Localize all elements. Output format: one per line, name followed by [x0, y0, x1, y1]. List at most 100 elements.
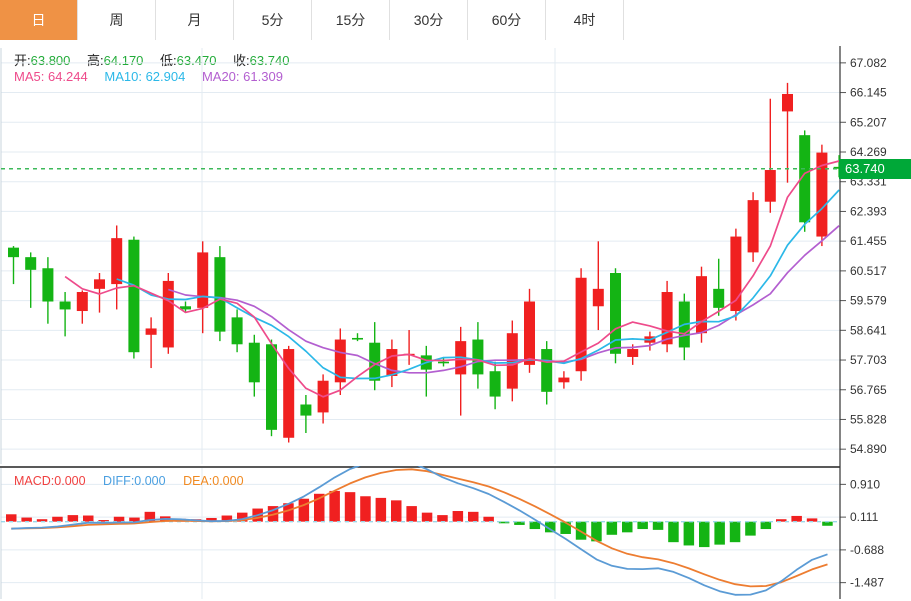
macd-axis-label: 0.910: [850, 477, 880, 491]
macd-histogram-bar: [591, 521, 602, 542]
macd-histogram-bar: [606, 521, 618, 535]
macd-histogram-bar: [314, 493, 325, 522]
macd-histogram-bar: [129, 517, 140, 522]
candle-body: [300, 404, 312, 416]
tab-4hour[interactable]: 4时: [546, 0, 624, 40]
price-chart-panel[interactable]: 67.082 66.145 65.207 64.269 63.331 62.393 61.4…: [0, 46, 911, 466]
macd-histogram-bar: [560, 521, 571, 534]
macd-histogram-bar: [421, 512, 433, 522]
open-value: 63.800: [30, 53, 71, 68]
candle-body: [111, 238, 123, 285]
ma10-value: 62.904: [145, 69, 186, 84]
ohlc-row: 开:63.800 高:64.170 低:63.470 收:63.740: [14, 50, 302, 69]
macd-label: MACD:: [14, 474, 55, 488]
macd-histogram-bar: [622, 521, 633, 533]
candle-body: [489, 371, 501, 397]
tab-week[interactable]: 周: [78, 0, 156, 40]
macd-histogram-bar: [514, 521, 525, 525]
macd-value: 0.000: [54, 474, 86, 488]
macd-histogram-bar: [683, 521, 695, 546]
macd-histogram-bar: [637, 521, 648, 530]
candle-body: [799, 135, 811, 223]
low-value: 63.470: [176, 53, 217, 68]
macd-histogram-bar: [36, 519, 48, 522]
ma-row: MA5: 64.244 MA10: 62.904 MA20: 61.309: [14, 69, 296, 84]
candle-body: [197, 252, 209, 308]
macd-chart-panel[interactable]: 0.910 0.111 -0.688 -1.487 MACD:0.000 DIFF:0…: [0, 466, 911, 601]
tab-5min[interactable]: 5分: [234, 0, 312, 40]
candle-body: [764, 170, 776, 202]
open-label: 开:: [14, 53, 31, 68]
candle-body: [25, 257, 37, 270]
tab-day[interactable]: 日: [0, 0, 78, 40]
tab-60min[interactable]: 60分: [468, 0, 546, 40]
candle-body: [8, 247, 19, 258]
macd-histogram-bar: [745, 521, 756, 536]
macd-histogram-bar: [6, 514, 17, 522]
candle-body: [283, 349, 295, 438]
price-axis-label: 66.145: [850, 86, 887, 100]
ma20-label: MA20:: [201, 69, 240, 84]
low-label: 低:: [160, 53, 177, 68]
macd-histogram-bar: [652, 521, 664, 530]
diff-value: 0.000: [134, 474, 166, 488]
candle-body: [524, 301, 535, 365]
candle-body: [128, 239, 140, 353]
candle-body: [610, 272, 621, 354]
macd-histogram-bar: [283, 503, 294, 522]
candle-body: [334, 339, 346, 383]
candle-body: [352, 337, 363, 340]
price-axis-label: 67.082: [850, 56, 887, 70]
candle-body: [438, 361, 449, 364]
macd-histogram-bar: [391, 500, 402, 522]
macd-histogram-bar: [791, 515, 802, 522]
macd-axis-label: 0.111: [850, 510, 879, 524]
tab-30min[interactable]: 30分: [390, 0, 468, 40]
price-axis-label: 54.890: [850, 442, 887, 456]
macd-histogram-bar: [529, 521, 541, 530]
macd-histogram-bar: [760, 521, 772, 530]
macd-histogram-bar: [452, 511, 464, 522]
macd-line: [11, 468, 828, 588]
dea-label: DEA:: [183, 474, 213, 488]
macd-histogram-bar: [729, 521, 741, 543]
candle-body: [558, 377, 570, 383]
macd-histogram-bar: [468, 511, 479, 522]
candle-body: [59, 301, 71, 310]
tab-month[interactable]: 月: [156, 0, 234, 40]
candle-body: [162, 280, 174, 348]
candle-body: [386, 349, 398, 376]
macd-histogram-bar: [237, 512, 248, 522]
macd-histogram-bar: [699, 521, 710, 548]
price-axis-label: 64.269: [850, 145, 887, 159]
candle-body: [248, 342, 260, 383]
candle-body: [180, 306, 191, 310]
macd-histogram-bar: [52, 516, 63, 522]
macd-line: [11, 466, 828, 596]
high-label: 高:: [87, 53, 104, 68]
ma-line: [64, 160, 840, 398]
ma5-label: MA5:: [14, 69, 45, 84]
candle-body: [627, 349, 639, 357]
candle-body: [541, 349, 553, 392]
tabbar-filler: [624, 0, 911, 40]
macd-histogram-bar: [98, 520, 109, 522]
macd-histogram-bar: [545, 521, 556, 533]
ma-line: [168, 225, 840, 374]
macd-histogram-bar: [144, 511, 156, 522]
candle-body: [472, 339, 484, 375]
macd-histogram-bar: [668, 521, 679, 543]
price-axis-label: 55.828: [850, 412, 887, 426]
macd-histogram-bar: [329, 490, 340, 522]
candle-body: [696, 276, 707, 334]
macd-chart-svg: 0.910 0.111 -0.688 -1.487: [0, 466, 884, 599]
diff-label: DIFF:: [103, 474, 135, 488]
candle-body: [592, 288, 604, 307]
macd-histogram-bar: [498, 521, 510, 524]
quote-info-panel: 开:63.800 高:64.170 低:63.470 收:63.740 MA5:…: [0, 40, 911, 84]
tab-15min[interactable]: 15分: [312, 0, 390, 40]
price-axis-label: 62.393: [850, 204, 887, 218]
macd-histogram-bar: [21, 517, 32, 522]
macd-histogram-bar: [221, 515, 233, 522]
candle-body: [782, 93, 793, 112]
